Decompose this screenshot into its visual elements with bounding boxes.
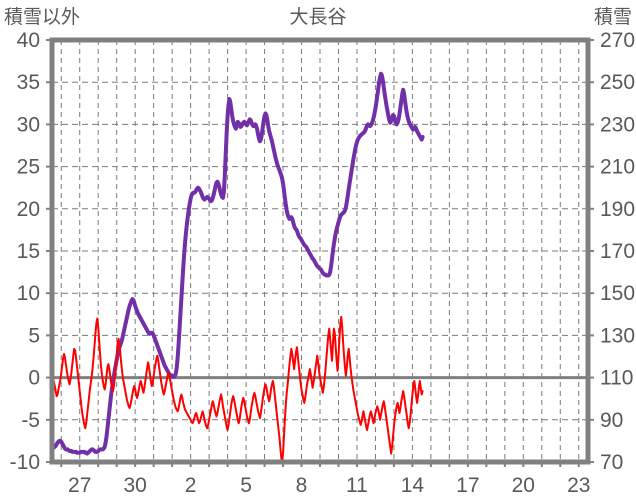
svg-text:20: 20	[17, 198, 40, 221]
svg-text:0: 0	[28, 367, 40, 390]
svg-text:170: 170	[600, 240, 635, 263]
svg-text:-10: -10	[10, 451, 40, 474]
svg-text:23: 23	[567, 474, 590, 497]
svg-text:210: 210	[600, 156, 635, 179]
svg-text:27: 27	[68, 474, 91, 497]
x-minor-gridlines	[60, 40, 580, 462]
page-title: 大長谷	[289, 7, 347, 28]
svg-text:30: 30	[17, 113, 40, 136]
svg-text:190: 190	[600, 198, 635, 221]
svg-text:10: 10	[17, 282, 40, 305]
svg-text:5: 5	[28, 324, 40, 347]
svg-text:40: 40	[17, 29, 40, 52]
svg-text:250: 250	[600, 71, 635, 94]
svg-text:2: 2	[185, 474, 197, 497]
svg-text:230: 230	[600, 113, 635, 136]
svg-text:130: 130	[600, 324, 635, 347]
svg-text:70: 70	[600, 451, 623, 474]
svg-text:-5: -5	[21, 409, 40, 432]
svg-text:35: 35	[17, 71, 40, 94]
svg-text:25: 25	[17, 156, 40, 179]
svg-text:20: 20	[512, 474, 535, 497]
right-axis-unit-label: 積雪	[593, 7, 632, 28]
svg-text:11: 11	[346, 474, 368, 497]
svg-text:17: 17	[456, 474, 479, 497]
svg-text:150: 150	[600, 282, 635, 305]
svg-text:15: 15	[17, 240, 40, 263]
svg-text:90: 90	[600, 409, 623, 432]
svg-text:30: 30	[123, 474, 146, 497]
svg-text:14: 14	[401, 474, 425, 497]
left-axis-unit-label: 積雪以外	[4, 7, 81, 28]
svg-text:5: 5	[240, 474, 252, 497]
axis-ticks	[46, 39, 594, 467]
svg-text:8: 8	[296, 474, 308, 497]
data-series-group	[51, 71, 425, 463]
svg-text:110: 110	[600, 367, 633, 390]
svg-text:270: 270	[600, 29, 635, 52]
